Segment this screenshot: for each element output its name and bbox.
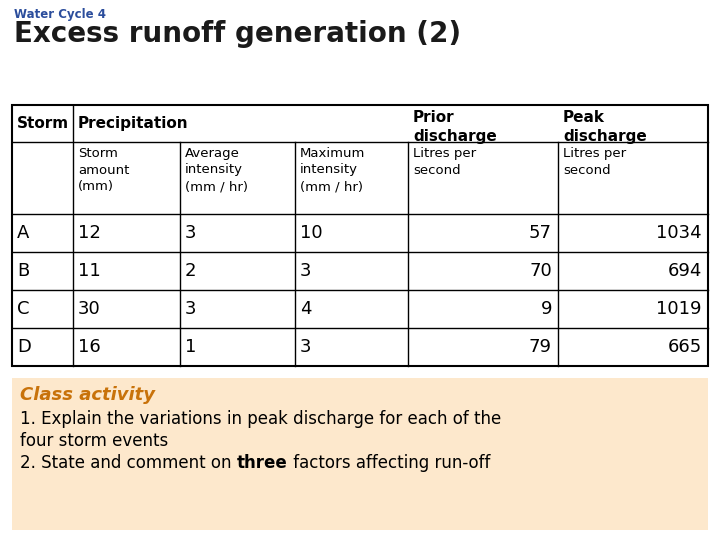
Text: Litres per
second: Litres per second [563, 147, 626, 177]
Text: Storm: Storm [17, 116, 69, 131]
Text: Average
intensity
(mm / hr): Average intensity (mm / hr) [185, 147, 248, 193]
Text: 3: 3 [300, 338, 312, 356]
Text: factors affecting run-off: factors affecting run-off [287, 454, 490, 472]
Text: three: three [237, 454, 287, 472]
Text: 2. State and comment on: 2. State and comment on [20, 454, 237, 472]
Text: 4: 4 [300, 300, 312, 318]
Bar [12, 105, 708, 366]
Text: Maximum
intensity
(mm / hr): Maximum intensity (mm / hr) [300, 147, 365, 193]
Text: Storm
amount
(mm): Storm amount (mm) [78, 147, 130, 193]
Text: A: A [17, 224, 30, 242]
Text: 3: 3 [300, 262, 312, 280]
Text: Water Cycle 4: Water Cycle 4 [14, 8, 106, 21]
Text: Peak
discharge: Peak discharge [563, 110, 647, 144]
Text: 3: 3 [185, 224, 197, 242]
Text: 11: 11 [78, 262, 101, 280]
Text: 694: 694 [667, 262, 702, 280]
Text: Excess runoff generation (2): Excess runoff generation (2) [14, 20, 461, 48]
Text: 79: 79 [529, 338, 552, 356]
Text: 2: 2 [185, 262, 197, 280]
Text: 1019: 1019 [657, 300, 702, 318]
Text: 1034: 1034 [657, 224, 702, 242]
Text: B: B [17, 262, 30, 280]
Text: 1. Explain the variations in peak discharge for each of the: 1. Explain the variations in peak discha… [20, 410, 501, 428]
Text: 70: 70 [529, 262, 552, 280]
Bar [12, 378, 708, 530]
Text: Precipitation: Precipitation [78, 116, 189, 131]
Text: Litres per
second: Litres per second [413, 147, 476, 177]
Text: 16: 16 [78, 338, 101, 356]
Text: 12: 12 [78, 224, 101, 242]
Text: Prior
discharge: Prior discharge [413, 110, 497, 144]
Text: 3: 3 [185, 300, 197, 318]
Text: 9: 9 [541, 300, 552, 318]
Text: Class activity: Class activity [20, 386, 155, 404]
Text: C: C [17, 300, 30, 318]
Text: 1: 1 [185, 338, 197, 356]
Text: D: D [17, 338, 31, 356]
Text: four storm events: four storm events [20, 432, 168, 450]
Text: 10: 10 [300, 224, 323, 242]
Text: 30: 30 [78, 300, 101, 318]
Text: 57: 57 [529, 224, 552, 242]
Text: 665: 665 [667, 338, 702, 356]
